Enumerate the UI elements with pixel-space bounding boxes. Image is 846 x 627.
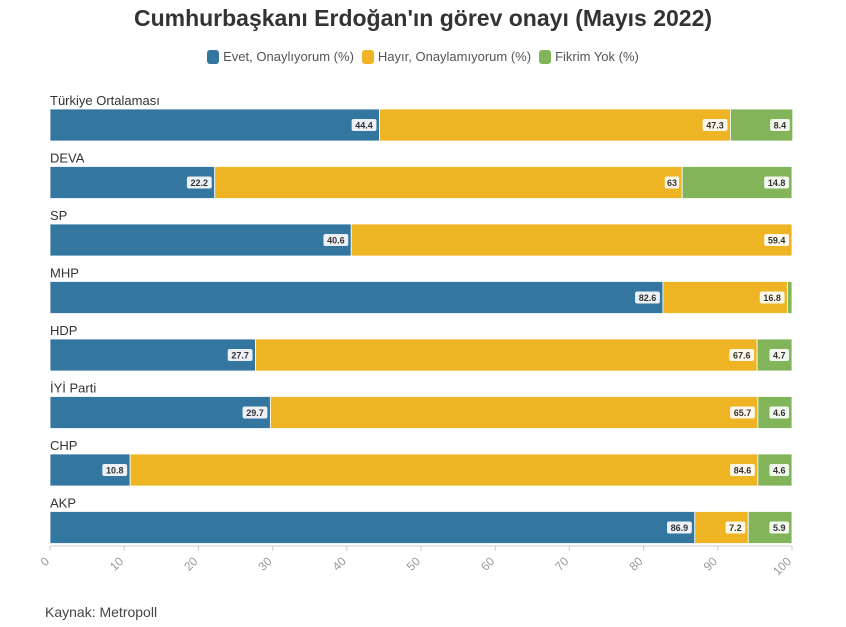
- x-tick-label-70: 70: [552, 554, 572, 574]
- chart-title: Cumhurbaşkanı Erdoğan'ın görev onayı (Ma…: [133, 5, 713, 31]
- category-label-i-yi-parti: İYİ Parti: [50, 381, 96, 396]
- data-label-evet-2: 40.6: [327, 236, 345, 246]
- data-label-evet-0: 44.4: [355, 121, 373, 131]
- legend-swatch-hayir: [361, 49, 374, 64]
- data-label-bg: [769, 464, 789, 476]
- data-label-fikrim-yok-1: 14.8: [768, 178, 786, 188]
- bar-evet-0[interactable]: [49, 108, 380, 142]
- bar-hayir-2[interactable]: [350, 223, 793, 257]
- category-label-hdp: HDP: [50, 323, 77, 338]
- data-label-bg: [242, 406, 268, 419]
- bar-hayir-1[interactable]: [214, 166, 683, 199]
- bar-evet-2[interactable]: [49, 223, 352, 257]
- bar-hayir-6[interactable]: [129, 453, 759, 487]
- bar-evet-4[interactable]: [49, 338, 256, 372]
- data-label-bg: [769, 406, 789, 419]
- data-label-hayir-7: 7.2: [729, 523, 742, 533]
- data-label-fikrim-yok-7: 5.9: [773, 523, 786, 533]
- legend-label-evet: Evet, Onaylıyorum (%): [223, 49, 354, 64]
- x-tick-label-10: 10: [107, 554, 127, 574]
- legend-item-evet[interactable]: Evet, Onaylıyorum (%): [207, 49, 354, 64]
- data-label-fikrim-yok-4: 4.7: [773, 351, 786, 361]
- data-label-bg: [725, 521, 746, 534]
- data-label-evet-6: 10.8: [106, 466, 124, 476]
- data-label-bg: [666, 521, 692, 534]
- category-label-akp: AKP: [50, 496, 76, 511]
- bar-hayir-0[interactable]: [379, 108, 731, 142]
- x-tick-label-50: 50: [404, 554, 424, 574]
- legend: Evet, Onaylıyorum (%) Hayır, Onaylamıyor…: [0, 49, 846, 64]
- category-label-t-rkiye-ortalamas: Türkiye Ortalaması: [50, 93, 160, 108]
- x-tick-label-40: 40: [330, 554, 350, 574]
- data-label-bg: [730, 464, 755, 476]
- data-label-hayir-3: 16.8: [763, 293, 781, 303]
- data-label-bg: [323, 234, 349, 246]
- data-label-hayir-1: 63: [667, 178, 677, 188]
- data-label-evet-3: 82.6: [639, 293, 657, 303]
- data-label-hayir-6: 84.6: [734, 466, 752, 476]
- legend-label-hayir: Hayır, Onaylamıyorum (%): [377, 49, 532, 64]
- x-tick-label-30: 30: [255, 554, 275, 574]
- data-label-evet-4: 27.7: [231, 351, 249, 361]
- data-label-hayir-5: 65.7: [734, 408, 752, 418]
- data-label-evet-1: 22.2: [191, 178, 209, 188]
- legend-item-fikrim-yok[interactable]: Fikrim Yok (%): [539, 49, 639, 64]
- bar-hayir-4[interactable]: [255, 338, 758, 372]
- stacked-bar-chart: Türkiye Ortalaması 44.4 47.3 8.4 DEVA 22.2 63 1…: [37, 93, 794, 578]
- legend-swatch-fikrim-yok: [539, 49, 552, 64]
- data-label-bg: [664, 176, 680, 189]
- data-label-bg: [102, 464, 128, 476]
- data-label-bg: [764, 176, 789, 189]
- x-tick-label-60: 60: [478, 554, 498, 574]
- data-label-hayir-4: 67.6: [733, 351, 751, 361]
- data-label-fikrim-yok-5: 4.6: [773, 408, 786, 418]
- bar-evet-5[interactable]: [49, 396, 271, 429]
- x-tick-label-80: 80: [626, 554, 646, 574]
- data-label-bg: [351, 119, 377, 131]
- legend-label-fikrim-yok: Fikrim Yok (%): [555, 49, 639, 64]
- data-label-hayir-0: 47.3: [706, 121, 724, 131]
- bar-hayir-5[interactable]: [269, 396, 759, 429]
- category-label-deva: DEVA: [50, 151, 85, 166]
- category-label-chp: CHP: [50, 438, 77, 453]
- x-tick-label-0: 0: [37, 554, 52, 569]
- data-label-bg: [770, 119, 790, 131]
- data-label-bg: [769, 521, 789, 534]
- data-label-bg: [227, 349, 253, 361]
- data-label-evet-5: 29.7: [246, 408, 264, 418]
- data-label-hayir-2: 59.4: [768, 236, 786, 246]
- data-label-bg: [702, 119, 728, 131]
- legend-item-hayir[interactable]: Hayır, Onaylamıyorum (%): [361, 49, 532, 64]
- x-tick-label-90: 90: [701, 554, 721, 574]
- data-label-bg: [730, 406, 755, 419]
- data-label-bg: [759, 291, 785, 304]
- data-label-fikrim-yok-6: 4.6: [773, 466, 786, 476]
- data-label-evet-7: 86.9: [671, 523, 689, 533]
- bar-evet-3[interactable]: [49, 281, 664, 314]
- bar-evet-7[interactable]: [49, 511, 696, 544]
- data-label-fikrim-yok-0: 8.4: [774, 121, 787, 131]
- data-label-bg: [769, 349, 789, 361]
- data-label-bg: [729, 349, 755, 361]
- x-tick-label-100: 100: [770, 554, 794, 578]
- category-label-sp: SP: [50, 208, 67, 223]
- x-tick-label-20: 20: [181, 554, 201, 574]
- data-label-bg: [764, 234, 789, 246]
- source-note: Kaynak: Metropoll: [45, 604, 158, 620]
- data-label-bg: [635, 291, 660, 304]
- legend-swatch-evet: [207, 49, 220, 64]
- category-label-mhp: MHP: [50, 266, 79, 281]
- bar-fikrim-yok-3[interactable]: [787, 281, 793, 314]
- data-label-bg: [186, 176, 212, 189]
